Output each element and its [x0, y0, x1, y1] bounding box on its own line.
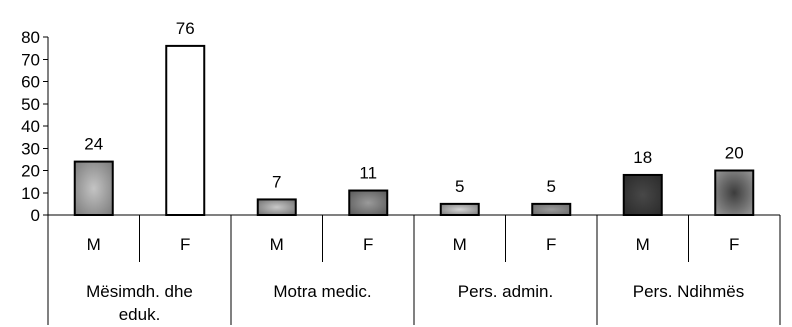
bar-8: [714, 169, 755, 216]
bar-6: [531, 202, 572, 216]
x-category-label: F: [729, 235, 739, 254]
y-tick-label: 30: [21, 139, 40, 158]
bar-2: [165, 44, 206, 217]
x-category-label: F: [180, 235, 190, 254]
y-tick-label: 50: [21, 95, 40, 114]
data-label-2: 76: [176, 19, 195, 38]
x-category-label: M: [270, 235, 284, 254]
y-tick-label: 20: [21, 162, 40, 181]
x-axis-groups: Mësimdh. dhe eduk. Motra medic. Pers. admin…: [86, 282, 744, 324]
x-group-label: eduk.: [119, 305, 161, 324]
data-label-7: 18: [633, 148, 652, 167]
bar-4: [348, 189, 389, 216]
x-group-label: Mësimdh. dhe: [86, 282, 193, 301]
x-category-label: M: [453, 235, 467, 254]
y-tick-label: 0: [31, 206, 40, 225]
x-group-label: Pers. admin.: [458, 282, 553, 301]
axes-layer: [47, 37, 781, 325]
bars-layer: [73, 44, 755, 217]
y-axis-ticks: 0 10 20 30 40 50 60 70 80: [21, 28, 48, 225]
bar-5: [439, 202, 480, 216]
bar-7: [622, 173, 663, 216]
x-category-label: F: [546, 235, 556, 254]
data-label-6: 5: [547, 177, 556, 196]
x-group-label: Motra medic.: [273, 282, 371, 301]
data-label-4: 11: [359, 164, 377, 183]
y-tick-label: 80: [21, 28, 40, 47]
y-tick-label: 10: [21, 184, 40, 203]
data-label-5: 5: [455, 177, 464, 196]
data-labels-layer: 24 76 7 11 5 5 18 20: [84, 19, 743, 196]
x-category-label: M: [636, 235, 650, 254]
bar-1: [73, 160, 114, 217]
data-label-3: 7: [272, 172, 281, 191]
bar-3: [256, 198, 297, 217]
data-label-1: 24: [84, 135, 103, 154]
x-group-label: Pers. Ndihmës: [633, 282, 744, 301]
y-tick-label: 70: [21, 50, 40, 69]
y-tick-label: 40: [21, 117, 40, 136]
x-category-label: F: [363, 235, 373, 254]
y-tick-label: 60: [21, 73, 40, 92]
data-label-8: 20: [725, 144, 744, 163]
x-category-label: M: [87, 235, 101, 254]
